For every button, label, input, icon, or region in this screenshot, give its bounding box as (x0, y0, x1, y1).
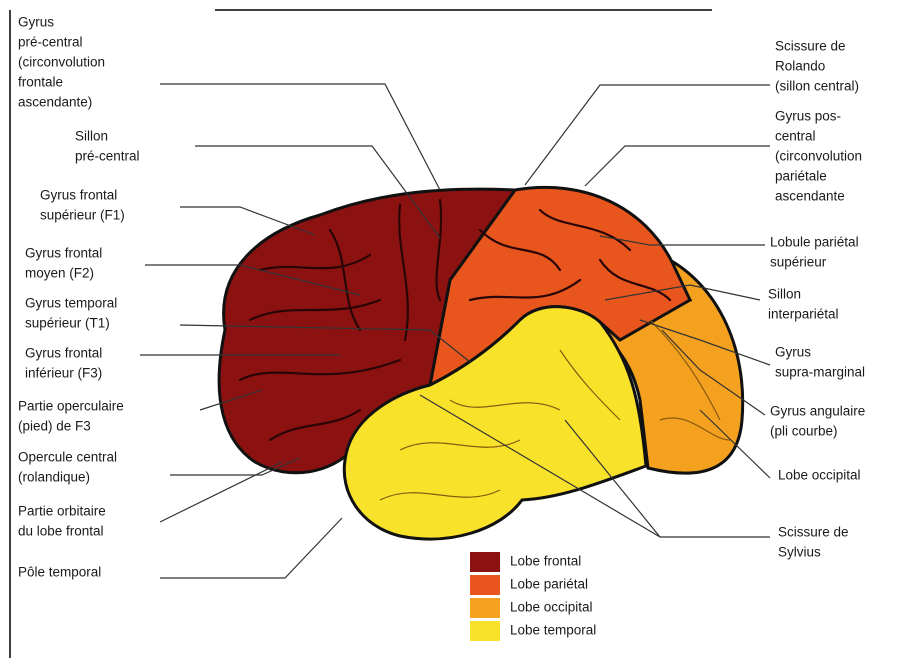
legend-label: Lobe frontal (510, 554, 581, 569)
label: du lobe frontal (18, 524, 104, 539)
label: (sillon central) (775, 79, 859, 94)
label: Scissure de (775, 39, 846, 54)
label: supérieur (T1) (25, 316, 110, 331)
label: (circonvolution (775, 149, 862, 164)
label: ascendante) (18, 95, 92, 110)
brain (217, 185, 745, 541)
legend-label: Lobe pariétal (510, 577, 588, 592)
label: moyen (F2) (25, 266, 94, 281)
label: pariétale (775, 169, 827, 184)
leader-lines (140, 83, 771, 579)
label: interpariétal (768, 307, 839, 322)
label: Gyrus (18, 15, 54, 30)
label: Gyrus (775, 345, 811, 360)
legend-swatch (470, 575, 500, 595)
label: (pli courbe) (770, 424, 838, 439)
label: frontale (18, 75, 63, 90)
label: Gyrus frontal (25, 346, 102, 361)
label: Partie operculaire (18, 399, 124, 414)
legend-swatch (470, 621, 500, 641)
label: inférieur (F3) (25, 366, 102, 381)
label: ascendante (775, 189, 845, 204)
label: Lobule pariétal (770, 235, 859, 250)
label: Sillon (768, 287, 801, 302)
label: supérieur (F1) (40, 208, 125, 223)
label: (rolandique) (18, 470, 90, 485)
label: Pôle temporal (18, 565, 101, 580)
label: (pied) de F3 (18, 419, 91, 434)
label: supra-marginal (775, 365, 865, 380)
label: pré-central (18, 35, 83, 50)
label: Gyrus frontal (40, 188, 117, 203)
legend-swatch (470, 598, 500, 618)
label: Gyrus temporal (25, 296, 117, 311)
legend-label: Lobe temporal (510, 623, 596, 638)
label: Lobe occipital (778, 468, 861, 483)
legend-swatch (470, 552, 500, 572)
label: Gyrus pos- (775, 109, 841, 124)
label: pré-central (75, 149, 140, 164)
legend-label: Lobe occipital (510, 600, 593, 615)
label: Opercule central (18, 450, 117, 465)
label: Scissure de (778, 525, 849, 540)
label: Gyrus angulaire (770, 404, 865, 419)
label: Sylvius (778, 545, 821, 560)
label: (circonvolution (18, 55, 105, 70)
label: Gyrus frontal (25, 246, 102, 261)
label: supérieur (770, 255, 827, 270)
label: Partie orbitaire (18, 504, 106, 519)
label: Sillon (75, 129, 108, 144)
label: central (775, 129, 816, 144)
label: Rolando (775, 59, 825, 74)
